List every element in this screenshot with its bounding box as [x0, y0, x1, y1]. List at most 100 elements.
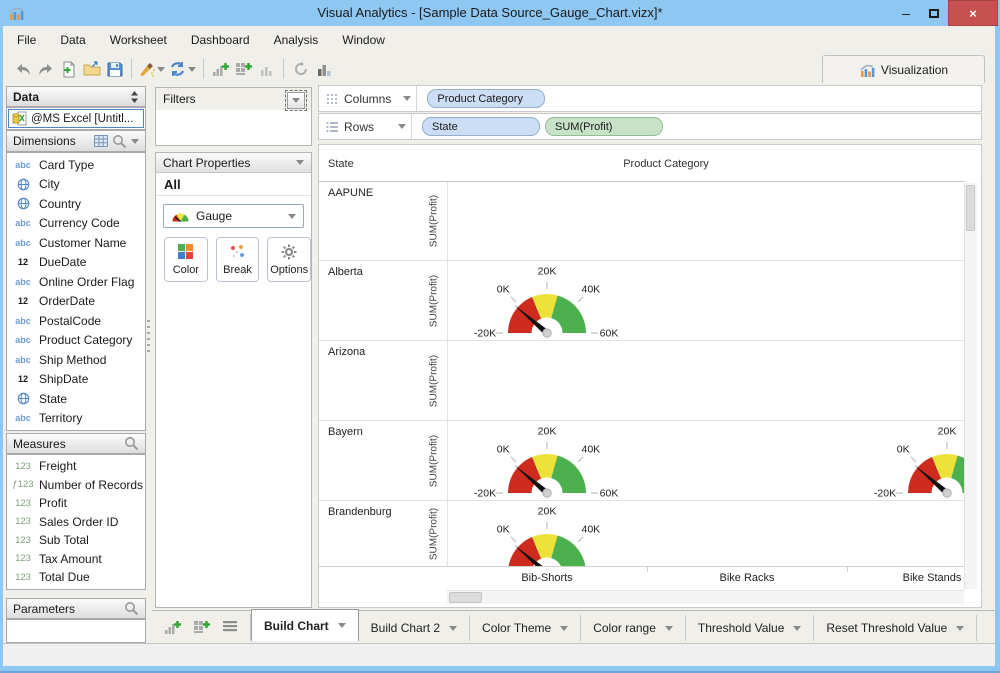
field-card-type[interactable]: abc Card Type — [7, 155, 145, 175]
menu-worksheet[interactable]: Worksheet — [109, 33, 167, 47]
menu-window[interactable]: Window — [342, 33, 385, 47]
menu-file[interactable]: File — [17, 33, 37, 47]
new-worksheet-button[interactable] — [164, 619, 182, 635]
data-source-item[interactable]: @MS Excel [Untitl... — [8, 109, 144, 128]
search-icon[interactable] — [124, 436, 139, 451]
tab-label: Build Chart — [264, 618, 329, 633]
excel-icon — [12, 111, 27, 126]
sort-icon[interactable] — [130, 90, 139, 103]
tab-reset-threshold-value[interactable]: Reset Threshold Value — [814, 615, 978, 641]
color-button[interactable]: Color — [164, 237, 208, 282]
pill-product-category[interactable]: Product Category — [427, 89, 546, 108]
filters-dropdown-button[interactable] — [285, 90, 307, 111]
field-total-due[interactable]: 123 Total Due — [7, 568, 145, 587]
field-label: Profit — [39, 496, 68, 511]
columns-shelf-label[interactable]: Columns — [319, 86, 418, 111]
field-freight[interactable]: 123 Freight — [7, 457, 145, 476]
field-label: Total Due — [39, 570, 90, 585]
field-postalcode[interactable]: abc PostalCode — [7, 311, 145, 331]
bar-chart-muted-button[interactable] — [255, 57, 278, 81]
tab-build-chart[interactable]: Build Chart — [251, 609, 359, 641]
minimize-button[interactable]: – — [902, 5, 910, 21]
new-document-button[interactable] — [57, 57, 80, 81]
date-icon: 12 — [17, 257, 28, 268]
tab-threshold-value[interactable]: Threshold Value — [686, 615, 815, 641]
horizontal-scrollbar-thumb[interactable] — [449, 592, 482, 603]
collapse-icon[interactable] — [296, 160, 304, 165]
save-button[interactable] — [103, 57, 126, 81]
field-label: Number of Records — [39, 477, 144, 492]
chevron-down-icon — [793, 625, 802, 631]
field-tax-amount[interactable]: 123 Tax Amount — [7, 550, 145, 569]
tab-color-range[interactable]: Color range — [581, 615, 686, 641]
menu-dashboard[interactable]: Dashboard — [190, 33, 250, 47]
tab-build-chart-2[interactable]: Build Chart 2 — [359, 615, 471, 641]
state-label: Arizona — [328, 346, 366, 358]
field-orderdate[interactable]: 12 OrderDate — [7, 292, 145, 312]
refresh-data-button[interactable] — [167, 57, 198, 81]
field-city[interactable]: City — [7, 175, 145, 195]
number-icon: 123 — [15, 460, 31, 472]
break-dots-icon — [229, 244, 246, 260]
vertical-scrollbar-thumb[interactable] — [966, 185, 975, 231]
search-icon[interactable] — [112, 134, 127, 149]
options-button[interactable]: Options — [267, 237, 312, 282]
horizontal-scrollbar[interactable] — [447, 590, 964, 604]
dimensions-title: Dimensions — [13, 134, 76, 148]
field-currency-code[interactable]: abc Currency Code — [7, 214, 145, 234]
sheet-list-button[interactable] — [222, 620, 238, 634]
tab-color-theme[interactable]: Color Theme — [470, 615, 582, 641]
break-button[interactable]: Break — [215, 237, 260, 282]
field-product-category[interactable]: abc Product Category — [7, 331, 145, 351]
text-icon: abc — [15, 218, 31, 229]
pill-sum-profit-[interactable]: SUM(Profit) — [545, 117, 663, 136]
column-boundary-tick — [847, 567, 848, 572]
swap-chart-button[interactable] — [312, 57, 335, 81]
field-shipdate[interactable]: 12 ShipDate — [7, 370, 145, 390]
menu-analysis[interactable]: Analysis — [273, 33, 319, 47]
field-profit[interactable]: 123 Profit — [7, 494, 145, 513]
pane-splitter[interactable] — [147, 320, 150, 354]
field-country[interactable]: Country — [7, 194, 145, 214]
pill-state[interactable]: State — [422, 117, 540, 136]
field-state[interactable]: State — [7, 389, 145, 409]
field-territory[interactable]: abc Territory — [7, 409, 145, 429]
format-painter-button[interactable] — [137, 57, 167, 81]
gauge-bayern-bib-shorts[interactable]: -20K 0K 20K 40K 60K — [462, 420, 632, 499]
table-icon[interactable] — [94, 135, 108, 147]
rotate-icon — [293, 61, 309, 77]
visualization-tab[interactable]: Visualization — [822, 55, 985, 83]
menu-data[interactable]: Data — [60, 33, 86, 47]
tab-label: Build Chart 2 — [370, 621, 441, 635]
new-dashboard-button[interactable] — [193, 619, 211, 635]
rows-shelf-label[interactable]: Rows — [319, 114, 412, 139]
field-online-order-flag[interactable]: abc Online Order Flag — [7, 272, 145, 292]
field-duedate[interactable]: 12 DueDate — [7, 253, 145, 273]
field-sales-order-id[interactable]: 123 Sales Order ID — [7, 513, 145, 532]
field-customer-name[interactable]: abc Customer Name — [7, 233, 145, 253]
field-number-of-records[interactable]: ƒ123 Number of Records — [7, 476, 145, 495]
field-label: PostalCode — [39, 313, 102, 328]
column-label-bike-racks: Bike Racks — [719, 572, 775, 584]
gauge-alberta-bib-shorts[interactable]: -20K 0K 20K 40K 60K — [462, 260, 632, 339]
close-button[interactable]: × — [948, 0, 998, 26]
open-workbook-button[interactable] — [80, 57, 103, 81]
svg-text:0K: 0K — [497, 524, 510, 536]
chart-canvas: State Product Category AAPUNE SUM(Profit)… — [318, 144, 982, 608]
new-dashboard-button[interactable] — [232, 57, 255, 81]
undo-button[interactable] — [11, 57, 34, 81]
vertical-scrollbar[interactable] — [964, 183, 977, 589]
new-worksheet-button[interactable] — [209, 57, 232, 81]
field-sub-total[interactable]: 123 Sub Total — [7, 531, 145, 550]
row-axis-label: SUM(Profit) — [428, 194, 440, 248]
maximize-button[interactable] — [920, 0, 948, 26]
text-icon: abc — [15, 159, 31, 170]
chevron-down-icon[interactable] — [131, 138, 139, 144]
field-ship-method[interactable]: abc Ship Method — [7, 350, 145, 370]
search-icon[interactable] — [124, 601, 139, 616]
redo-button[interactable] — [34, 57, 57, 81]
rotate-button[interactable] — [289, 57, 312, 81]
chart-type-select[interactable]: Gauge — [163, 204, 304, 228]
